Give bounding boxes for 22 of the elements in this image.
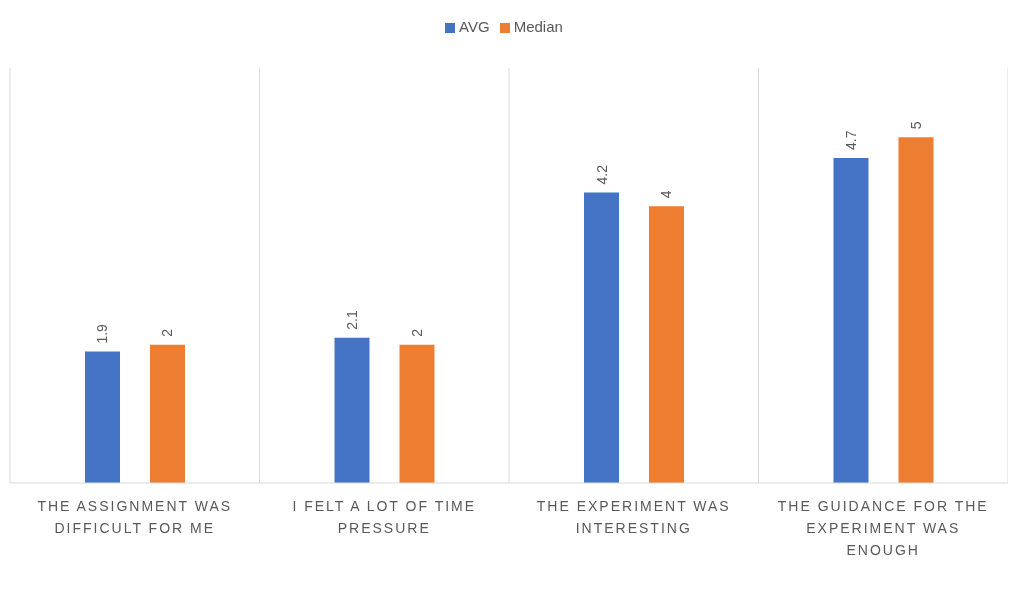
legend-label: Median — [513, 18, 563, 35]
x-tick-label: I FELT A LOT OF TIME PRESSURE — [292, 498, 477, 536]
data-label: 5 — [908, 121, 924, 130]
data-label: 4.2 — [593, 164, 610, 185]
legend-label: AVG — [459, 18, 490, 35]
bar — [649, 206, 684, 483]
bar — [584, 192, 619, 483]
data-label: 4 — [658, 190, 675, 199]
bar — [150, 344, 185, 483]
data-label: 1.9 — [94, 323, 111, 344]
data-label: 4.7 — [843, 130, 859, 150]
bar — [898, 137, 934, 483]
x-tick-label: THE GUIDANCE FOR THE EXPERIMENT WAS ENOUGH — [777, 498, 989, 558]
bar — [334, 337, 370, 483]
bar — [399, 344, 435, 483]
data-label: 2.1 — [344, 310, 360, 330]
bar — [833, 157, 869, 483]
bar — [85, 351, 120, 483]
x-tick-label: THE EXPERIMENT WAS INTERESTING — [536, 498, 731, 536]
x-tick-label: THE ASSIGNMENT WAS DIFFICULT FOR ME — [37, 498, 233, 536]
data-label: 2 — [159, 328, 176, 337]
data-label: 2 — [409, 328, 425, 337]
